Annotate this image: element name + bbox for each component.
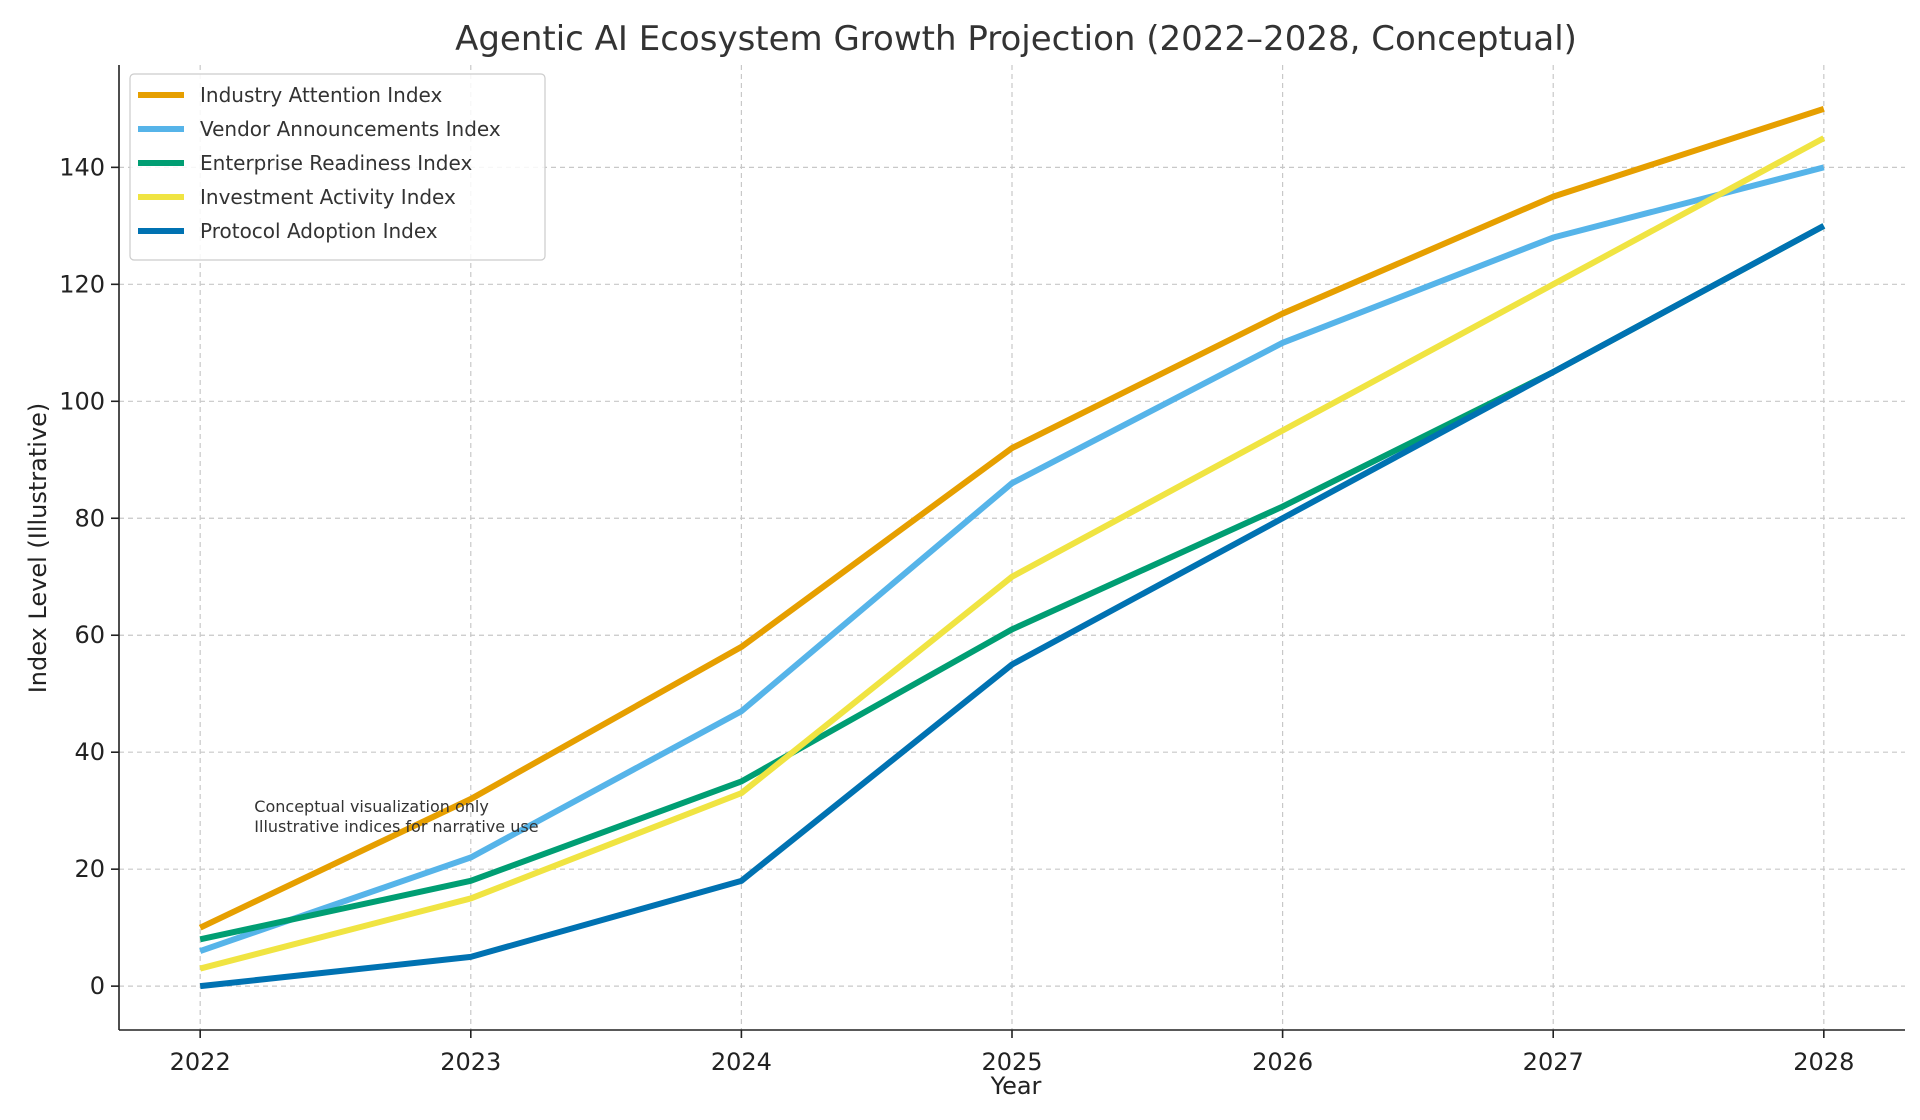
y-tick-label: 0 — [90, 972, 105, 1000]
x-tick-label: 2024 — [711, 1048, 772, 1076]
y-axis-label: Index Level (Illustrative) — [24, 403, 52, 694]
series-lines — [198, 106, 1826, 990]
chart-title: Agentic AI Ecosystem Growth Projection (… — [455, 19, 1577, 59]
y-tick-label: 20 — [74, 855, 105, 883]
series-line-industry-attention-index — [198, 106, 1825, 931]
axes: 2022 2023 2024 2025 2026 2027 2028 0 20 40 60 80 100… — [59, 65, 1905, 1076]
series-line-protocol-adoption-index — [199, 223, 1826, 990]
x-tick-label: 2026 — [1252, 1048, 1313, 1076]
legend-label: Investment Activity Index — [200, 185, 456, 209]
annotation-line: Illustrative indices for narrative use — [254, 817, 538, 836]
legend: Industry Attention Index Vendor Announcem… — [129, 73, 546, 261]
series-line-vendor-announcements-index — [199, 164, 1825, 954]
x-tick-label: 2025 — [981, 1048, 1042, 1076]
legend-label: Vendor Announcements Index — [200, 117, 501, 141]
y-tick-label: 120 — [59, 270, 105, 298]
x-tick-label: 2023 — [440, 1048, 501, 1076]
grid — [119, 65, 1905, 1030]
legend-label: Protocol Adoption Index — [200, 219, 438, 243]
annotation-line: Conceptual visualization only — [254, 797, 489, 816]
x-axis-label: Year — [990, 1072, 1042, 1100]
legend-box — [129, 73, 546, 261]
x-tick-label: 2027 — [1523, 1048, 1584, 1076]
y-tick-label: 60 — [74, 621, 105, 649]
legend-label: Enterprise Readiness Index — [200, 151, 472, 175]
y-tick-label: 140 — [59, 153, 105, 181]
y-tick-label: 40 — [74, 738, 105, 766]
y-tick-label: 80 — [74, 504, 105, 532]
x-tick-label: 2028 — [1793, 1048, 1854, 1076]
series-line-investment-activity-index — [199, 135, 1826, 972]
x-tick-label: 2022 — [170, 1048, 231, 1076]
annotation: Conceptual visualization onlyIllustrativ… — [254, 797, 538, 836]
legend-label: Industry Attention Index — [200, 83, 443, 107]
y-tick-label: 100 — [59, 387, 105, 415]
